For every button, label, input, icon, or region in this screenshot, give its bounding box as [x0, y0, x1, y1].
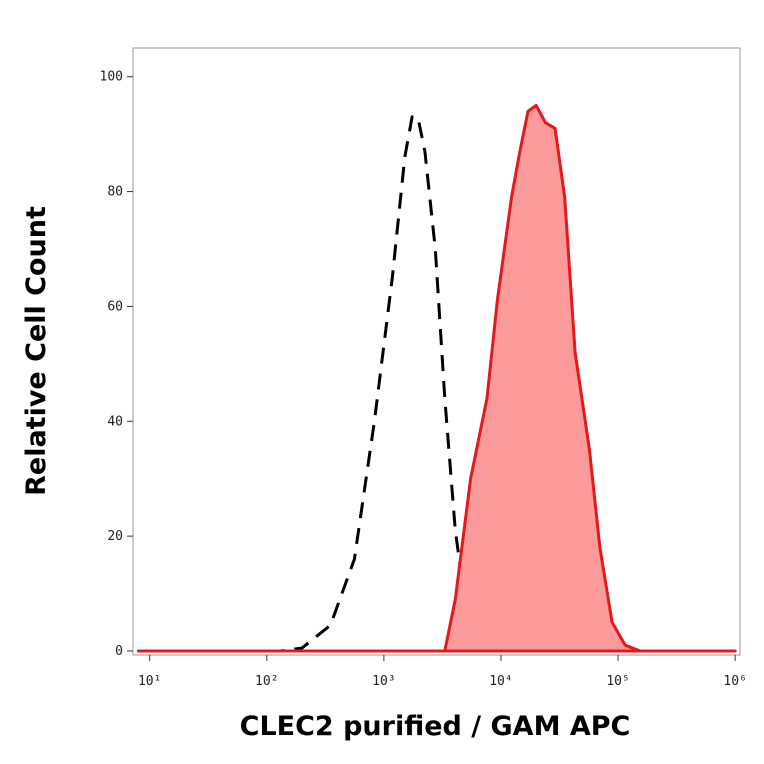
x-tick-label: 10¹ [138, 674, 161, 689]
y-tick-label: 20 [107, 529, 123, 544]
y-tick-label: 100 [100, 70, 123, 85]
histogram-line [138, 115, 736, 653]
y-tick-label: 80 [107, 185, 123, 200]
plot-frame [132, 47, 741, 656]
x-tick-label: 10³ [372, 674, 395, 689]
y-tick-label: 0 [115, 644, 123, 659]
x-tick-label: 10⁵ [606, 674, 629, 689]
y-axis-title: Relative Cell Count [21, 206, 52, 496]
x-tick-label: 10⁴ [489, 674, 512, 689]
x-tick-label: 10² [255, 674, 278, 689]
y-tick-label: 60 [107, 299, 123, 314]
x-axis-title: CLEC2 purified / GAM APC [240, 711, 631, 742]
filled-histogram [136, 103, 737, 653]
x-tick-label: 10⁶ [723, 674, 746, 689]
y-tick-label: 40 [107, 414, 123, 429]
